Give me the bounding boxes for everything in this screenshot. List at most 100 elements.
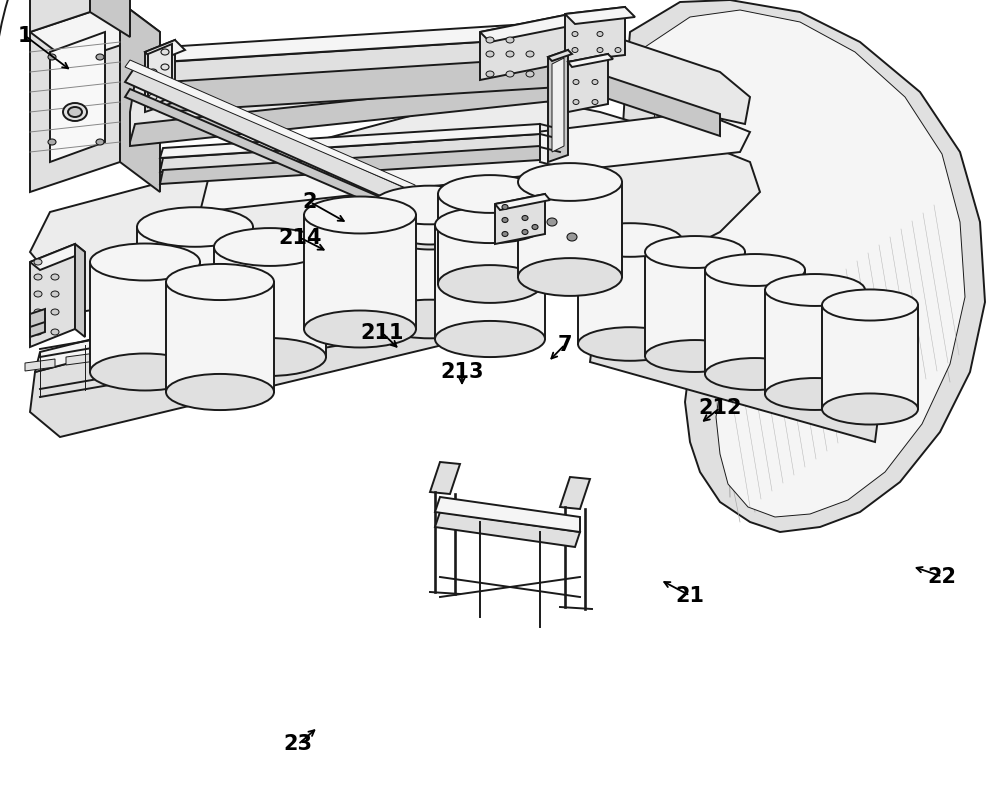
Polygon shape	[30, 92, 760, 312]
Ellipse shape	[592, 100, 598, 105]
Ellipse shape	[745, 362, 757, 372]
Ellipse shape	[518, 258, 622, 296]
Ellipse shape	[502, 204, 508, 210]
Polygon shape	[435, 497, 580, 532]
Polygon shape	[130, 74, 720, 146]
Polygon shape	[30, 2, 160, 62]
Ellipse shape	[597, 32, 603, 36]
Polygon shape	[560, 477, 590, 509]
Polygon shape	[394, 301, 424, 313]
Ellipse shape	[372, 299, 488, 338]
Polygon shape	[160, 57, 560, 112]
Polygon shape	[189, 333, 219, 345]
Polygon shape	[480, 14, 570, 80]
Ellipse shape	[522, 215, 528, 220]
Polygon shape	[495, 194, 550, 210]
Ellipse shape	[438, 265, 542, 303]
Polygon shape	[90, 262, 200, 372]
Polygon shape	[822, 305, 918, 409]
Polygon shape	[107, 346, 137, 358]
Text: 212: 212	[698, 398, 742, 418]
Polygon shape	[645, 10, 965, 517]
Ellipse shape	[526, 71, 534, 77]
Polygon shape	[125, 60, 415, 192]
Ellipse shape	[547, 218, 557, 226]
Ellipse shape	[712, 353, 724, 363]
Polygon shape	[25, 359, 55, 371]
Ellipse shape	[90, 353, 200, 390]
Ellipse shape	[680, 344, 692, 354]
Ellipse shape	[645, 340, 745, 372]
Ellipse shape	[578, 327, 682, 361]
Polygon shape	[130, 32, 750, 142]
Polygon shape	[160, 37, 560, 92]
Text: 23: 23	[284, 734, 313, 755]
Polygon shape	[568, 54, 608, 112]
Polygon shape	[145, 40, 185, 62]
Ellipse shape	[34, 329, 42, 335]
Polygon shape	[160, 124, 540, 158]
Ellipse shape	[584, 317, 596, 327]
Polygon shape	[30, 244, 75, 347]
Polygon shape	[148, 44, 172, 107]
Ellipse shape	[567, 233, 577, 241]
Text: 214: 214	[278, 227, 322, 248]
Ellipse shape	[486, 51, 494, 57]
Polygon shape	[372, 205, 488, 319]
Ellipse shape	[214, 228, 326, 266]
Polygon shape	[645, 252, 745, 356]
Polygon shape	[590, 302, 880, 402]
Polygon shape	[200, 112, 750, 212]
Polygon shape	[590, 322, 880, 442]
Polygon shape	[66, 353, 96, 365]
Text: 21: 21	[676, 585, 704, 606]
Ellipse shape	[48, 139, 56, 145]
Polygon shape	[137, 227, 253, 337]
Polygon shape	[30, 309, 45, 327]
Ellipse shape	[51, 291, 59, 297]
Polygon shape	[518, 182, 622, 277]
Polygon shape	[430, 462, 460, 494]
Polygon shape	[568, 54, 613, 67]
Ellipse shape	[645, 236, 745, 268]
Text: 7: 7	[558, 334, 572, 355]
Polygon shape	[548, 50, 568, 162]
Ellipse shape	[34, 309, 42, 315]
Ellipse shape	[572, 48, 578, 52]
Ellipse shape	[616, 326, 628, 336]
Polygon shape	[30, 272, 460, 437]
Polygon shape	[375, 222, 462, 249]
Polygon shape	[125, 89, 410, 218]
Polygon shape	[622, 0, 985, 532]
Ellipse shape	[34, 291, 42, 297]
Polygon shape	[145, 40, 175, 112]
Polygon shape	[480, 14, 580, 42]
Ellipse shape	[304, 196, 416, 234]
Ellipse shape	[874, 397, 886, 407]
Text: 211: 211	[360, 322, 404, 343]
Polygon shape	[271, 320, 301, 332]
Polygon shape	[435, 512, 580, 547]
Ellipse shape	[502, 218, 508, 223]
Polygon shape	[312, 314, 342, 326]
Ellipse shape	[486, 71, 494, 77]
Ellipse shape	[166, 264, 274, 300]
Polygon shape	[565, 7, 625, 62]
Ellipse shape	[506, 51, 514, 57]
Polygon shape	[120, 2, 160, 192]
Ellipse shape	[51, 329, 59, 335]
Ellipse shape	[34, 259, 42, 265]
Ellipse shape	[438, 175, 542, 213]
Ellipse shape	[597, 48, 603, 52]
Ellipse shape	[615, 48, 621, 52]
Ellipse shape	[573, 79, 579, 85]
Polygon shape	[160, 22, 560, 62]
Ellipse shape	[502, 231, 508, 237]
Polygon shape	[125, 67, 415, 207]
Ellipse shape	[161, 64, 169, 70]
Polygon shape	[565, 7, 635, 24]
Ellipse shape	[809, 380, 821, 390]
Ellipse shape	[166, 374, 274, 410]
Polygon shape	[552, 58, 564, 152]
Polygon shape	[495, 194, 545, 244]
